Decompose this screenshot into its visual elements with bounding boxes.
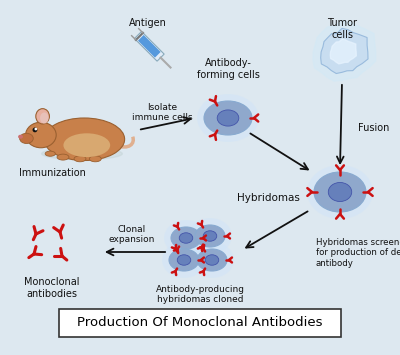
Ellipse shape [162,242,206,278]
Ellipse shape [217,110,239,126]
Ellipse shape [195,225,225,247]
Ellipse shape [26,122,56,148]
Ellipse shape [44,118,125,160]
Text: Fusion: Fusion [358,123,389,133]
Polygon shape [313,20,376,81]
Text: Antibody-producing
hybridomas cloned: Antibody-producing hybridomas cloned [156,285,244,304]
Text: Isolate
immune cells: Isolate immune cells [132,103,192,122]
Ellipse shape [307,165,373,219]
Ellipse shape [64,133,110,157]
Ellipse shape [328,182,352,202]
Polygon shape [330,39,356,64]
Ellipse shape [57,154,69,160]
Ellipse shape [19,135,22,138]
Ellipse shape [89,156,101,162]
Ellipse shape [197,94,259,142]
Text: Production Of Monoclonal Antibodies: Production Of Monoclonal Antibodies [77,317,323,329]
Ellipse shape [177,255,191,265]
Text: Immunization: Immunization [18,168,86,178]
Ellipse shape [204,101,252,135]
Polygon shape [138,35,161,58]
Ellipse shape [190,242,234,278]
Ellipse shape [36,109,50,124]
Polygon shape [321,28,368,73]
Polygon shape [134,32,164,61]
Ellipse shape [179,233,193,243]
Ellipse shape [42,148,122,160]
Ellipse shape [203,231,217,241]
Ellipse shape [205,255,219,265]
Text: Clonal
expansion: Clonal expansion [109,225,155,244]
Ellipse shape [169,249,199,271]
Ellipse shape [188,218,232,254]
Ellipse shape [35,129,36,130]
Ellipse shape [197,249,227,271]
Ellipse shape [171,227,201,249]
Text: Tumor
cells: Tumor cells [327,18,357,40]
Ellipse shape [164,220,208,256]
Text: Antigen: Antigen [129,18,167,28]
Ellipse shape [20,133,33,143]
Ellipse shape [314,172,366,212]
Ellipse shape [74,156,86,162]
Ellipse shape [45,151,55,156]
Text: Antibody-
forming cells: Antibody- forming cells [196,59,260,80]
FancyBboxPatch shape [59,309,341,337]
Text: Monoclonal
antibodies: Monoclonal antibodies [24,277,80,299]
Text: Hybridomas screened
for production of desired
antibody: Hybridomas screened for production of de… [316,238,400,268]
Ellipse shape [40,113,48,124]
Text: Hybridomas: Hybridomas [237,193,300,203]
Ellipse shape [33,128,37,132]
